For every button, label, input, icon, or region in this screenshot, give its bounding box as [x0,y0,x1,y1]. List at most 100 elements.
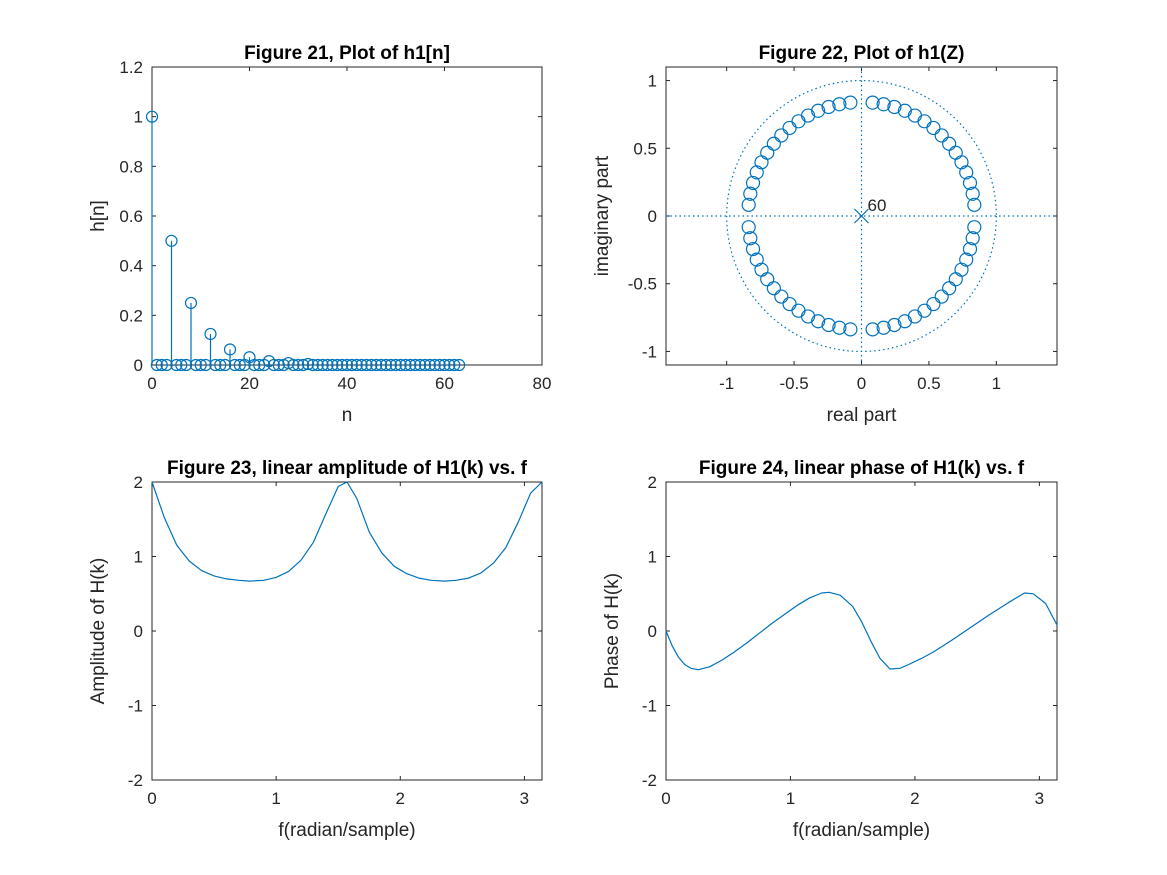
chart-title: Figure 23, linear amplitude of H1(k) vs.… [167,458,528,479]
y-tick-label: 2 [134,473,143,492]
zero-marker [965,231,980,246]
stem-marker [453,358,466,372]
zero-marker [811,314,826,329]
zero-marker [917,114,932,129]
stem-marker [180,358,193,372]
chart-title: Figure 24, linear phase of H1(k) vs. f [699,458,1025,479]
stem-marker [204,327,217,341]
series-line [151,481,543,582]
stem-marker [160,358,173,372]
stem-marker [233,358,246,372]
y-tick-label: -1 [128,697,143,716]
stem-marker [267,358,280,372]
stem-marker [194,358,207,372]
stem-marker [340,358,354,372]
zero-marker [843,95,858,110]
stem-marker [350,358,363,372]
zero-marker [907,108,923,123]
stem-marker [170,358,183,372]
y-tick-label: -0.5 [628,275,657,294]
stem-marker [384,358,397,372]
zero-marker [754,262,769,277]
stem-marker [228,358,241,372]
x-tick-label: 1 [271,789,280,808]
zero-marker [800,108,816,123]
stem-marker [189,358,202,372]
y-axis-label: Amplitude of H(k) [88,558,109,705]
zero-marker [942,281,957,296]
x-axis-label: f(radian/sample) [278,820,415,841]
zero-marker [743,231,758,246]
stem-marker [287,358,300,372]
stem-marker [214,358,227,372]
zero-marker [774,128,789,143]
zero-marker [843,322,858,337]
zero-marker [741,197,756,212]
zero-marker [766,136,781,151]
zero-marker [745,241,761,257]
stem-marker [428,358,441,372]
stem-marker [404,358,417,372]
zero-marker [962,175,978,191]
y-tick-label: 1 [648,548,657,567]
zero-marker [897,103,912,118]
pole-multiplicity-label: 60 [868,196,887,215]
stem-marker [223,343,237,356]
stem-marker [360,358,373,372]
x-tick-label: -0.5 [779,374,808,393]
stem-marker [326,358,339,372]
axes-box [151,481,543,781]
y-axis-label: imaginary part [592,155,613,276]
stem-marker [438,358,451,372]
zero-marker [766,281,781,296]
x-tick-label: 20 [240,374,259,393]
stem-marker [248,358,261,372]
x-axis-label: real part [827,405,897,426]
stem-marker [175,358,188,372]
zero-marker [811,103,826,118]
stem-marker [321,358,334,372]
zero-marker [743,186,758,201]
stem-marker [150,358,163,372]
unit-circle [726,79,997,353]
stem-marker [370,358,383,372]
zero-marker [749,165,764,180]
y-axis-label: h[n] [88,200,109,232]
x-tick-label: 80 [533,374,552,393]
zero-marker [876,97,891,112]
zero-marker [754,155,769,170]
x-tick-label: 2 [910,789,919,808]
zero-marker [954,155,969,170]
zero-marker [965,186,980,201]
stem-marker [433,358,446,372]
zero-marker [948,272,963,287]
zero-marker [832,320,847,335]
axes-box [665,481,1058,781]
zero-marker [897,314,912,329]
zero-marker [948,145,963,160]
zero-marker [791,303,806,318]
y-tick-label: 0.4 [119,257,143,276]
chart-panel-2: -1 -0.5 0 0.5 1 -1 -0.5 0 0.5 1 Figure 22, Plot of… [592,43,1058,426]
stem-marker [365,358,378,372]
y-tick-label: 0 [134,356,143,375]
zero-marker [865,95,880,110]
zero-marker [967,220,982,235]
y-tick-label: -2 [642,771,657,790]
zero-marker [741,220,756,235]
y-axis-label: Phase of H(k) [602,573,623,689]
chart-panel-1: 0 20 40 60 80 0 0.2 0.4 0.6 0.8 1 1.2 Figure 21, Plo… [88,43,551,426]
zero-marker [745,175,761,191]
stem-marker [209,358,222,372]
y-tick-label: 1 [648,72,657,91]
zero-marker [962,241,978,257]
stem-marker [399,358,412,372]
y-tick-label: 0 [648,207,657,226]
y-tick-label: -2 [128,771,143,790]
chart-panel-4: 0 1 2 3 -2 -1 0 1 2 Figure 24, linear phase of H1… [602,458,1058,841]
x-tick-label: 0.5 [917,374,941,393]
stem-marker [355,358,368,372]
x-tick-label: 60 [435,374,454,393]
zero-marker [865,322,880,337]
